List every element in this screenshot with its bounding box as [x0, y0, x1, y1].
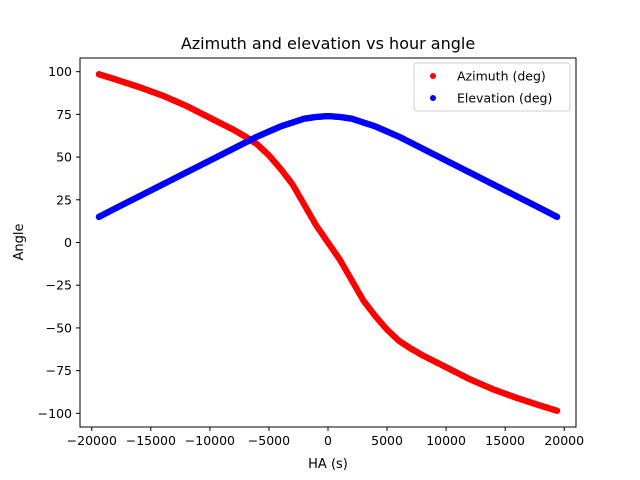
y-tick-label: 100: [48, 64, 72, 79]
y-tick-label: 25: [56, 192, 72, 207]
series-0-point: [553, 407, 561, 414]
plot-area: [79, 57, 577, 428]
y-axis-label: Angle: [12, 224, 27, 261]
x-axis: −20000 −15000 −10000 −5000 0 5000 10000 15000 20…: [67, 427, 584, 448]
y-tick-label: 50: [56, 150, 72, 165]
x-tick-label: −20000: [67, 433, 117, 448]
legend-marker: [430, 73, 436, 79]
x-tick-label: 10000: [426, 433, 466, 448]
x-tick-label: 5000: [371, 433, 403, 448]
x-tick-label: 20000: [544, 433, 584, 448]
series-1-markers: [95, 112, 561, 221]
x-tick-label: −15000: [126, 433, 176, 448]
x-axis-label: HA (s): [308, 457, 348, 472]
x-tick-label: −5000: [248, 433, 290, 448]
x-tick-label: 15000: [485, 433, 525, 448]
legend-label: Elevation (deg): [457, 91, 552, 106]
legend-label: Azimuth (deg): [457, 69, 546, 84]
legend-box: [413, 62, 571, 112]
y-tick-label: −50: [46, 320, 72, 335]
y-tick-label: 75: [56, 107, 72, 122]
series-0-markers: [95, 71, 561, 414]
legend-marker: [430, 95, 436, 101]
series-1-point: [553, 213, 561, 221]
y-tick-label: −100: [38, 406, 72, 421]
y-axis: −100 −75 −50 −25 0 25 50 75 100: [38, 64, 80, 421]
chart-title: Azimuth and elevation vs hour angle: [181, 34, 475, 53]
legend: Azimuth (deg) Elevation (deg): [413, 62, 571, 112]
x-tick-label: −10000: [185, 433, 235, 448]
y-tick-label: −25: [46, 278, 72, 293]
y-tick-label: −75: [46, 363, 72, 378]
y-tick-label: 0: [64, 235, 72, 250]
x-tick-label: 0: [324, 433, 332, 448]
